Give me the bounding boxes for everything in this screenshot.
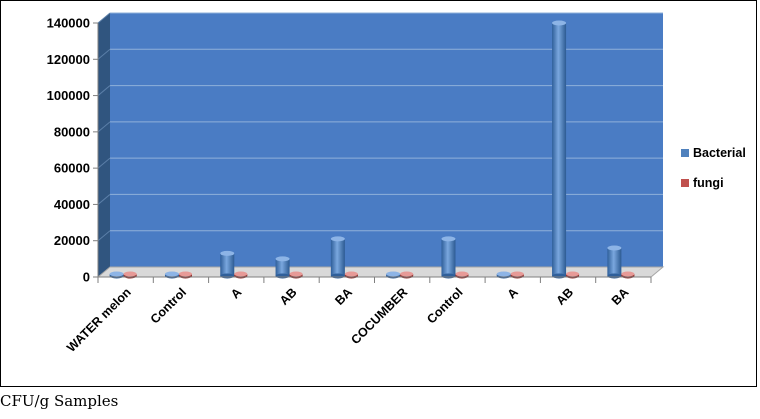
x-tick-label: A <box>228 285 244 301</box>
gridline-side <box>97 230 111 242</box>
gridline-side <box>97 121 111 133</box>
y-tick-label: 80000 <box>54 124 90 139</box>
x-tick-label: BA <box>332 285 355 308</box>
bar-bacterial-9 <box>552 20 567 279</box>
legend-swatch-bacterial <box>681 149 689 157</box>
gridline-side <box>97 12 111 24</box>
x-tick-label: AB <box>553 285 576 308</box>
bar-bacterial-5 <box>330 236 345 279</box>
x-tick-label: A <box>505 285 521 301</box>
plot-back-wall <box>110 13 663 267</box>
gridline-side <box>97 194 111 205</box>
bar-bacterial-3 <box>220 250 235 279</box>
gridline-side <box>97 85 111 96</box>
gridline-side <box>97 48 111 60</box>
x-tick-label: BA <box>609 285 632 308</box>
bar-bacterial-7 <box>441 236 456 279</box>
x-tick-label: WATER melon <box>64 285 134 355</box>
x-tick-label: Control <box>424 285 465 326</box>
plot-side-wall <box>98 13 110 277</box>
chart-frame: 0 20000 40000 60000 80000 100000 120000 140000 … <box>0 0 757 387</box>
bar-bacterial-4 <box>275 256 290 279</box>
x-tick-label: Control <box>148 285 189 326</box>
y-tick-label: 20000 <box>54 233 90 248</box>
legend-swatch-fungi <box>681 179 689 187</box>
bar-chart: 020000400006000080000100000120000140000 … <box>47 12 746 355</box>
y-tick-label: 140000 <box>47 16 90 31</box>
bar-fungi-9 <box>566 271 580 279</box>
legend-label-bacterial: Bacterial <box>693 146 746 160</box>
x-tick-label: AB <box>277 285 300 308</box>
gridline-side <box>97 157 111 169</box>
y-tick-label: 60000 <box>54 161 90 176</box>
bar-bacterial-6 <box>386 271 401 279</box>
y-tick-label: 40000 <box>54 197 90 212</box>
y-tick-label: 0 <box>83 270 90 285</box>
bar-bacterial-10 <box>607 245 622 279</box>
figure-caption: CFU/g Samples <box>0 392 119 410</box>
y-tick-label: 120000 <box>47 52 90 67</box>
x-tick-label: COCUMBER <box>348 285 410 347</box>
legend-label-fungi: fungi <box>693 176 724 190</box>
y-tick-label: 100000 <box>47 88 90 103</box>
